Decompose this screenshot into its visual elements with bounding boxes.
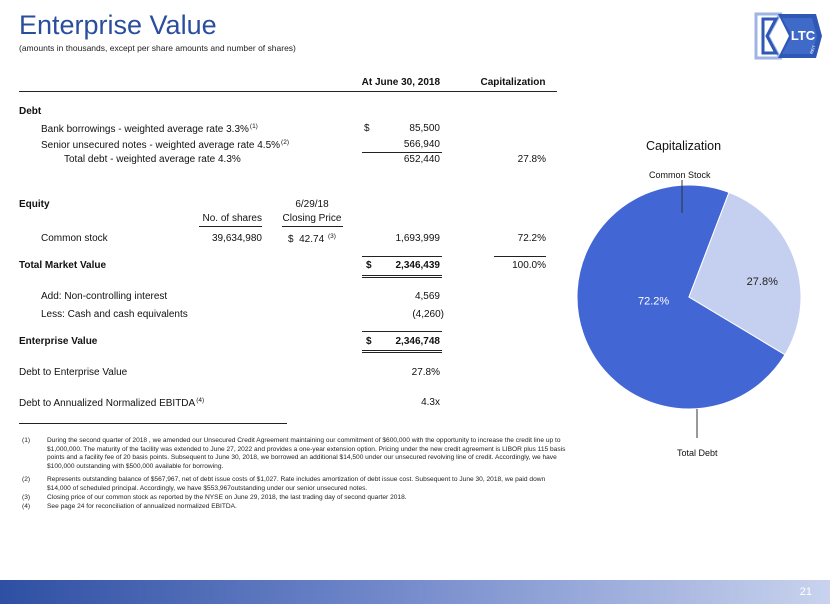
- shares-header-rule: [199, 226, 262, 227]
- total-market-value: 2,346,439: [395, 260, 441, 271]
- tmv-bottom-rule-2: [362, 277, 442, 278]
- senior-notes-label: Senior unsecured notes - weighted averag…: [41, 139, 289, 151]
- debt-to-ev-value: 27.8%: [411, 367, 440, 378]
- chart-title: Capitalization: [646, 139, 722, 153]
- debt-to-ev-label: Debt to Enterprise Value: [19, 367, 128, 378]
- pie-slice-total-debt: [688, 191, 802, 356]
- ev-top-rule: [362, 331, 442, 332]
- total-debt-label: Total debt - weighted average rate 4.3%: [64, 154, 241, 165]
- enterprise-value: 2,346,748: [395, 336, 441, 347]
- total-market-value-label: Total Market Value: [19, 260, 107, 271]
- page-subtitle: (amounts in thousands, except per share …: [19, 43, 296, 53]
- header-rule: [19, 91, 557, 92]
- footnote-separator: [19, 423, 287, 424]
- pie-data-label-common-stock: 72.2%: [638, 296, 669, 308]
- tmv-pct-rule: [494, 256, 546, 257]
- common-stock-value: 1,693,999: [395, 233, 441, 244]
- debt-to-ebitda-value: 4.3x: [421, 397, 440, 408]
- col-header-capitalization: Capitalization: [480, 77, 546, 88]
- page-number: 21: [799, 586, 812, 598]
- common-stock-label: Common stock: [41, 233, 108, 244]
- debt-to-ebitda-label: Debt to Annualized Normalized EBITDA(4): [19, 397, 205, 409]
- cash-label: Less: Cash and cash equivalents: [41, 309, 188, 320]
- col-header-price-date: 6/29/18: [295, 199, 329, 210]
- common-price: $ 42.74 (3): [288, 233, 336, 245]
- nci-value: 4,569: [414, 291, 440, 302]
- page-title: Enterprise Value: [19, 10, 217, 40]
- footer-bar: [0, 580, 830, 604]
- tmv-bottom-rule-1: [362, 275, 442, 276]
- price-header-rule: [282, 226, 343, 227]
- pie-slice-common-stock: [576, 184, 786, 410]
- common-stock-pct: 72.2%: [517, 233, 546, 244]
- enterprise-value-label: Enterprise Value: [19, 336, 98, 347]
- ev-currency: $: [366, 336, 372, 347]
- legend-label-common-stock: Common Stock: [649, 170, 711, 180]
- total-market-value-pct: 100.0%: [512, 260, 546, 271]
- total-debt-pct: 27.8%: [517, 154, 546, 165]
- ev-bottom-rule-2: [362, 352, 442, 353]
- nci-label: Add: Non-controlling interest: [41, 291, 168, 302]
- bank-currency: $: [364, 123, 370, 134]
- col-header-date: At June 30, 2018: [361, 77, 440, 88]
- senior-notes-value: 566,940: [403, 139, 440, 150]
- bank-borrowings-label: Bank borrowings - weighted average rate …: [41, 123, 258, 135]
- logo-text: LTC: [791, 28, 816, 43]
- ev-bottom-rule-1: [362, 350, 442, 351]
- logo-subtext: REIT: [809, 44, 817, 55]
- total-debt-value: 652,440: [403, 154, 440, 165]
- equity-heading: Equity: [19, 199, 50, 210]
- col-header-shares: No. of shares: [202, 213, 262, 224]
- debt-heading: Debt: [19, 106, 42, 117]
- bank-borrowings-value: 85,500: [409, 123, 440, 134]
- subtotal-rule: [362, 152, 442, 153]
- legend-label-total-debt: Total Debt: [677, 448, 718, 458]
- pie-chart: 72.2% 27.8%: [576, 180, 802, 438]
- pie-data-label-total-debt: 27.8%: [747, 276, 778, 288]
- ltc-reit-logo: LTC REIT: [754, 12, 822, 60]
- col-header-closing-price: Closing Price: [282, 213, 342, 224]
- tmv-top-rule: [362, 256, 442, 257]
- tmv-currency: $: [366, 260, 372, 271]
- common-shares: 39,634,980: [211, 233, 262, 244]
- cash-value: (4,260): [412, 309, 444, 320]
